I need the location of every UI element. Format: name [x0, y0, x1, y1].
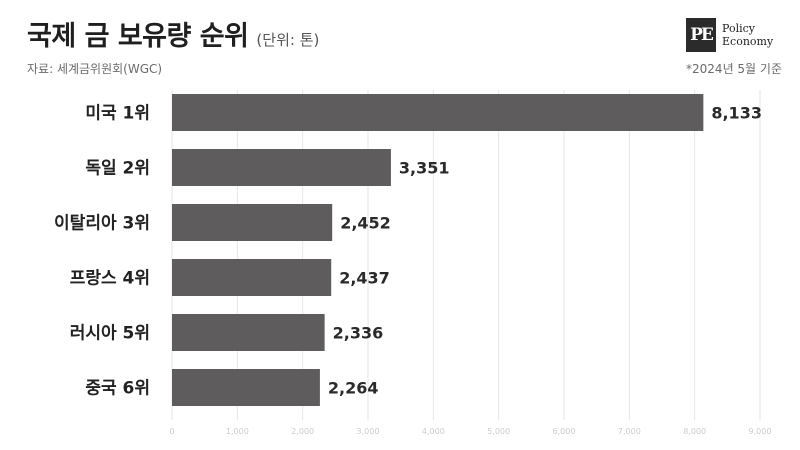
x-tick-label: 6,000: [553, 427, 576, 436]
value-label: 2,437: [339, 269, 390, 288]
page-title: 국제 금 보유량 순위: [27, 21, 249, 52]
x-tick-label: 4,000: [422, 427, 445, 436]
x-tick-label: 7,000: [618, 427, 641, 436]
x-tick-label: 2,000: [291, 427, 314, 436]
x-tick-label: 1,000: [226, 427, 249, 436]
x-tick-label: 0: [169, 427, 174, 436]
x-tick-label: 3,000: [357, 427, 380, 436]
value-label: 3,351: [399, 159, 450, 178]
x-tick-label: 5,000: [487, 427, 510, 436]
category-label: 러시아 5위: [70, 324, 150, 344]
value-label: 2,264: [328, 379, 379, 398]
bar: [172, 314, 325, 351]
category-label: 독일 2위: [85, 159, 150, 179]
bar: [172, 94, 704, 131]
unit-label: (단위: 톤): [256, 31, 320, 49]
publisher-logo: PE Policy Economy: [686, 18, 773, 52]
value-label: 2,452: [340, 214, 391, 233]
value-label: 2,336: [333, 324, 384, 343]
title-row: 국제 금 보유량 순위 (단위: 톤): [27, 14, 319, 53]
bar: [172, 204, 333, 241]
category-label: 중국 6위: [85, 379, 150, 399]
x-tick-label: 9,000: [749, 427, 772, 436]
x-tick-label: 8,000: [683, 427, 706, 436]
value-label: 8,133: [711, 104, 762, 123]
date-note: *2024년 5월 기준: [686, 62, 782, 76]
logo-text: Policy Economy: [722, 22, 773, 48]
logo-mark: PE: [686, 18, 716, 52]
bar: [172, 369, 320, 406]
bar: [172, 259, 332, 296]
logo-line-2: Economy: [722, 35, 774, 48]
bar: [172, 149, 391, 186]
category-label: 프랑스 4위: [70, 269, 150, 289]
category-label: 이탈리아 3위: [54, 213, 150, 234]
logo-line-1: Policy: [722, 22, 755, 35]
source-note: 자료: 세계금위원회(WGC): [27, 62, 163, 76]
category-label: 미국 1위: [85, 104, 150, 124]
